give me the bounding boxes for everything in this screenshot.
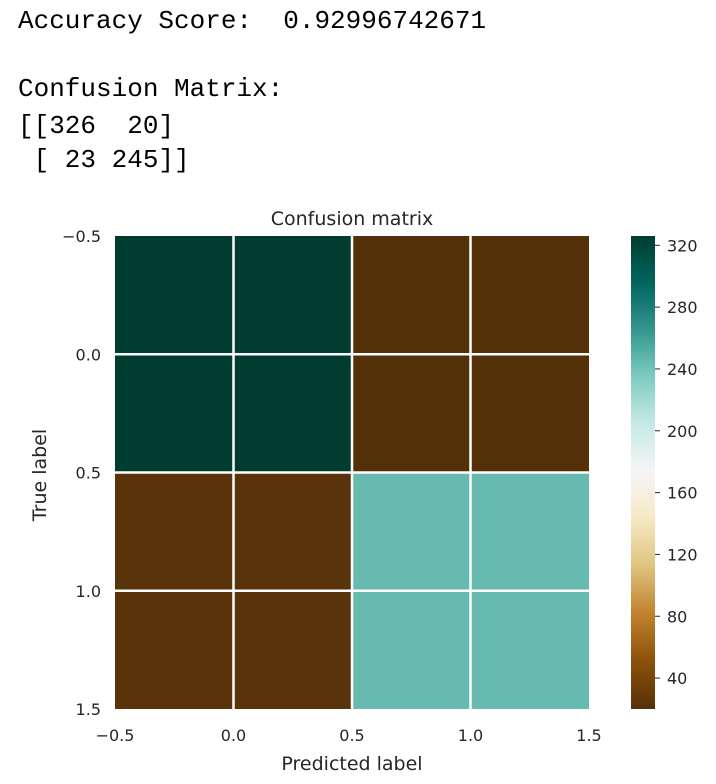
x-tick-label: 0.0 — [221, 726, 246, 745]
accuracy-score-text: Accuracy Score: 0.92996742671 — [18, 6, 487, 36]
y-axis-label: True label — [29, 429, 51, 522]
confusion-matrix-chart: Confusion matrix −0.5 0.0 0.5 1.0 1.5 −0.5 0.… — [29, 208, 698, 775]
colorbar-tick-label: 240 — [667, 360, 698, 379]
colorbar-tick-label: 80 — [667, 607, 687, 626]
colorbar-tick-label: 40 — [667, 669, 687, 688]
x-tick-label: −0.5 — [96, 726, 135, 745]
colorbar-tick-label: 160 — [667, 484, 698, 503]
colorbar-tick-label: 280 — [667, 298, 698, 317]
x-tick-label: 0.5 — [339, 726, 364, 745]
x-axis-label: Predicted label — [281, 753, 422, 775]
y-tick-label: 0.0 — [76, 345, 101, 364]
y-tick-label: 1.5 — [76, 700, 101, 719]
colorbar-tick-label: 320 — [667, 236, 698, 255]
x-tick-label: 1.5 — [576, 726, 601, 745]
y-tick-label: −0.5 — [62, 227, 101, 246]
colorbar-tick-label: 120 — [667, 545, 698, 564]
y-tick-label: 1.0 — [76, 582, 101, 601]
confusion-matrix-row-2: [ 23 245]] — [18, 145, 190, 175]
confusion-matrix-heading: Confusion Matrix: — [18, 74, 284, 104]
colorbar — [631, 236, 655, 709]
colorbar-tick-label: 200 — [667, 422, 698, 441]
confusion-matrix-row-1: [[326 20] — [18, 111, 175, 141]
x-tick-label: 1.0 — [458, 726, 483, 745]
chart-title: Confusion matrix — [271, 208, 433, 230]
y-tick-label: 0.5 — [76, 464, 101, 483]
